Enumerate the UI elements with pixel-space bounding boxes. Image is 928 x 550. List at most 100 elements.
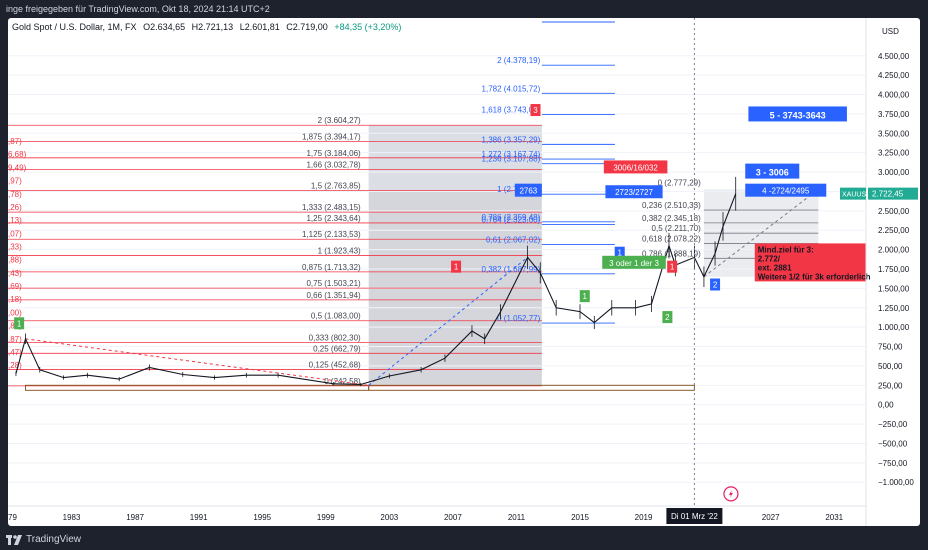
chart-canvas[interactable]: 2 (3.604,27) 1,875 (3.394,17) 1,75 (3.184,… xyxy=(8,18,920,526)
wave5-box xyxy=(748,106,847,122)
fib-gray-label: 0,618 (2.078,22) xyxy=(642,235,701,244)
wave-label-green-2-box xyxy=(662,311,673,324)
y-tick-label: 2.000,00 xyxy=(878,246,910,255)
fib-gray-label: 0,5 (2.211,70) xyxy=(652,224,702,233)
x-tick-label: 2015 xyxy=(571,513,589,522)
symbol-tag xyxy=(840,187,866,200)
fib-red-label: 1 (1.923,43) xyxy=(318,247,361,256)
target-note-line: Weitere 1/2 für 3k erforderlich xyxy=(758,272,871,281)
wave-label-blue-1-box xyxy=(614,246,625,259)
fib-blue-label: 0 (1.052,77) xyxy=(497,314,540,323)
y-tick-label: 1.250,00 xyxy=(878,304,910,313)
fib-red-label: 1,66 (3.032,78) xyxy=(306,161,361,170)
fib-red-label: 2 (3.604,27) xyxy=(318,116,361,125)
fib-blue-label: 2 (4.378,19) xyxy=(497,56,540,65)
y-tick-label: −500,00 xyxy=(878,439,908,448)
fib-red-edge-label: ,33) xyxy=(8,243,22,252)
wave3-target-box xyxy=(603,160,668,174)
fib-blue-label: 0,764 (2.323,00) xyxy=(482,216,541,225)
y-tick-label: 2.500,00 xyxy=(878,207,910,216)
fib-red-edge-label: 9,49) xyxy=(8,163,27,172)
fib-red-label: 0,75 (1.503,21) xyxy=(306,279,361,288)
fib-red-edge-label: ,88) xyxy=(8,256,22,265)
y-tick-label: −250,00 xyxy=(878,420,908,429)
fib-blue-label: 0,61 (2.067,02) xyxy=(486,235,541,244)
fib-blue-label: 1,236 (3.107,88) xyxy=(482,155,541,164)
fib-red-edge-label: ,69) xyxy=(8,282,22,291)
y-tick-label: 250,00 xyxy=(878,381,903,390)
x-tick-label: 1987 xyxy=(126,513,144,522)
fib-extension-red: 2 (3.604,27) 1,875 (3.394,17) 1,75 (3.184,… xyxy=(8,116,695,391)
symbol-legend: Gold Spot / U.S. Dollar, 1M, FX O2.634,6… xyxy=(12,22,405,32)
x-tick-label: 1991 xyxy=(190,513,208,522)
wave-label-red-1-right-box xyxy=(667,260,678,273)
wave4-text: 4 -2724/2495 xyxy=(762,187,810,196)
x-tick-label: 2019 xyxy=(635,513,653,522)
fib-red-label: 1,5 (2.763,85) xyxy=(311,181,361,190)
footer-brand: TradingView xyxy=(26,534,82,545)
last-price-tag xyxy=(868,187,918,200)
fib-red-edge-label: ,87) xyxy=(8,335,22,344)
last-price-text: 2.722,45 xyxy=(872,190,904,199)
base-box-right xyxy=(368,384,695,391)
fib-red-edge-label: ,07) xyxy=(8,229,22,238)
y-tick-label: 3.000,00 xyxy=(878,168,910,177)
x-axis: 1979 1983 1987 1991 1995 1999 2003 2007 2011 2015… xyxy=(8,18,866,524)
legend-high: H2.721,13 xyxy=(191,22,234,32)
footer-bar: TradingView xyxy=(0,530,928,550)
fib-red-edge-label: ,47) xyxy=(8,348,22,357)
fib-blue-label: 1,782 (4.015,72) xyxy=(482,84,541,93)
x-tick-label: 1979 xyxy=(8,513,17,522)
y-tick-label: 3.250,00 xyxy=(878,149,910,158)
fib-red-edge-label: ,00) xyxy=(8,308,22,317)
y-tick-label: 4.250,00 xyxy=(878,71,910,80)
fib-red-label: 1,125 (2.133,53) xyxy=(302,230,361,239)
y-tick-label: 1.500,00 xyxy=(878,284,910,293)
price-series xyxy=(15,176,737,387)
y-tick-label: 1.750,00 xyxy=(878,265,910,274)
three-or-one-box xyxy=(602,255,666,269)
fib-red-label: 0,5 (1.083,00) xyxy=(311,312,361,321)
y-tick-label: 4.500,00 xyxy=(878,52,910,61)
fib-red-edge-label: 6,68) xyxy=(8,150,27,159)
fib-red-edge-label: ,26) xyxy=(8,203,22,212)
tag-2763-text: 2763 xyxy=(519,187,537,196)
x-tick-label: 1999 xyxy=(317,513,335,522)
x-tick-label: 2003 xyxy=(380,513,398,522)
wave-label-green-1-left: 1 xyxy=(17,319,22,328)
wave-label-red-1: 1 xyxy=(454,263,459,272)
y-tick-label: −1.000,00 xyxy=(878,478,914,487)
legend-change: +84,35 (+3,20%) xyxy=(334,22,402,32)
wave-label-red-3: 3 xyxy=(533,106,538,115)
fib-red-label: 1,75 (3.184,06) xyxy=(306,149,361,158)
x-tick-label: 2007 xyxy=(444,513,462,522)
y-tick-label: −750,00 xyxy=(878,459,908,468)
fib-red-edge-label: ,87) xyxy=(8,137,22,146)
fib-blue-label: 0,382 (1.687,99) xyxy=(482,265,541,274)
fib-gray-label: 0,382 (2.345,18) xyxy=(642,214,701,223)
fib-red-label: 1,875 (3.394,17) xyxy=(302,133,361,142)
wave3-box xyxy=(745,163,800,179)
fib-extension-blue: 2 (4.378,19) 1,782 (4.015,72) 1,618 (3.743… xyxy=(482,21,615,324)
chart-panel[interactable]: 2 (3.604,27) 1,875 (3.394,17) 1,75 (3.184,… xyxy=(8,18,920,526)
fib-red-label: 0,875 (1.713,32) xyxy=(302,263,361,272)
wave-label-blue-2: 2 xyxy=(713,281,718,290)
legend-low: L2.601,81 xyxy=(239,22,280,32)
y-axis: USD 4.500,00 4.250,00 4.000,00 3.750,00 3.500… xyxy=(840,18,918,526)
fib-blue-label: 1,386 (3.357,29) xyxy=(482,135,541,144)
tradingview-logo-icon xyxy=(6,535,22,545)
wave-label-green-2: 2 xyxy=(665,313,670,322)
wave-label-blue-1: 1 xyxy=(617,249,622,258)
wave-label-red-1-right: 1 xyxy=(670,263,675,272)
legend-open: O2.634,65 xyxy=(143,22,186,32)
legend-symbol: Gold Spot / U.S. Dollar, 1M, FX xyxy=(12,22,137,32)
tag-2723-text: 2723/2727 xyxy=(615,188,653,197)
fib-red-edge-label: ,13) xyxy=(8,216,22,225)
share-header: inge freigegeben für TradingView.com, Ok… xyxy=(6,4,270,14)
target-note-line: Mind.ziel für 3: xyxy=(758,245,814,254)
x-tick-label: 2031 xyxy=(825,513,843,522)
y-tick-label: 750,00 xyxy=(878,343,903,352)
x-tick-label: 1983 xyxy=(63,513,81,522)
y-tick-label: 3.500,00 xyxy=(878,129,910,138)
